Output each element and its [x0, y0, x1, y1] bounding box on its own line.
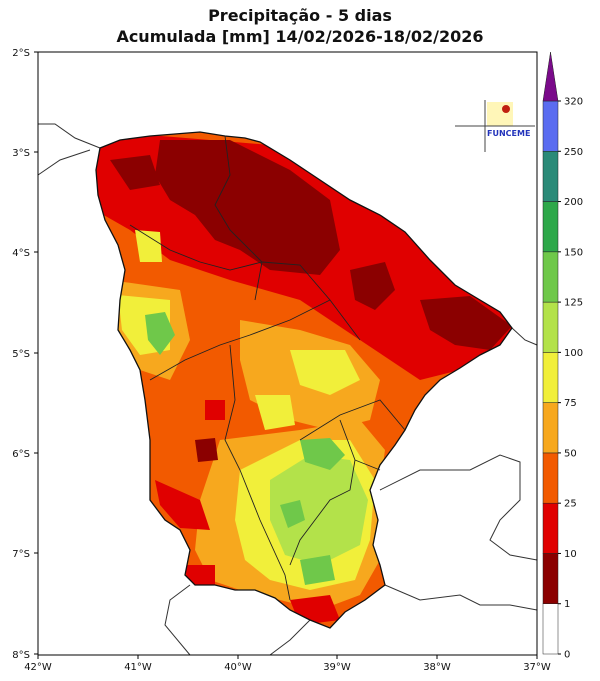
colorbar-segment — [542, 553, 559, 604]
field-spot-dark-1 — [195, 438, 218, 462]
colorbar-tick-label: 250 — [564, 147, 583, 158]
field-zone-125-150-south-1 — [300, 438, 345, 470]
colorbar-segment — [542, 352, 559, 403]
colorbar-extend-arrow — [542, 51, 559, 102]
colorbar-tick-label: 320 — [564, 97, 583, 108]
field-zone-dark-core-3 — [420, 296, 512, 350]
field-zone-dark-core-2 — [350, 262, 395, 310]
colorbar-segment — [542, 603, 559, 655]
field-zone-125-150-south-2 — [280, 500, 305, 528]
lon-tick-label: 37°W — [523, 662, 551, 673]
precipitation-field — [96, 132, 512, 628]
colorbar-segment — [542, 301, 559, 353]
colorbar-segment — [542, 251, 559, 303]
field-zone-100-125-south — [270, 455, 368, 565]
logo-text: FUNCEME — [487, 129, 530, 138]
lon-tick-label: 40°W — [224, 662, 252, 673]
colorbar-tick-label: 1 — [564, 599, 570, 610]
logo-sun-icon — [502, 105, 510, 113]
colorbar-tick-label: 25 — [564, 499, 577, 510]
colorbar-tick-label: 200 — [564, 197, 583, 208]
colorbar-segment — [542, 201, 559, 253]
colorbar-tick-label: 10 — [564, 549, 577, 560]
colorbar-segment — [542, 151, 559, 202]
latitude-axis: 2°S 3°S 4°S 5°S 6°S 7°S 8°S — [12, 48, 38, 661]
field-zone-75-100-central — [290, 350, 360, 395]
field-zone-75-100-nw — [135, 230, 162, 262]
lon-tick-label: 39°W — [323, 662, 351, 673]
colorbar-segment — [542, 402, 559, 454]
map-title-line-1: Precipitação - 5 dias — [208, 6, 392, 25]
field-zone-dark-core-4 — [110, 155, 160, 190]
colorbar-tick-label: 125 — [564, 298, 583, 309]
longitude-axis: 42°W 41°W 40°W 39°W 38°W 37°W — [24, 655, 551, 673]
lat-tick-label: 2°S — [12, 48, 30, 59]
colorbar-tick-label: 75 — [564, 398, 577, 409]
colorbar-tick-label: 50 — [564, 448, 577, 459]
lat-tick-label: 4°S — [12, 248, 30, 259]
field-zone-75-100-central-south — [255, 395, 295, 430]
internal-region-borders — [129, 135, 406, 601]
colorbar-tick-label: 150 — [564, 247, 583, 258]
field-spot-red-1 — [205, 400, 225, 420]
colorbar-segment — [542, 100, 559, 152]
colorbar: 0 1 10 25 50 75 100 125 150 200 250 320 — [542, 51, 583, 661]
ceara-state-outline — [95, 131, 513, 629]
colorbar-tick-label: 100 — [564, 348, 583, 359]
lat-tick-label: 7°S — [12, 549, 30, 560]
field-spot-red-2 — [155, 480, 210, 530]
logo-sun-square — [487, 102, 513, 126]
lon-tick-label: 41°W — [124, 662, 152, 673]
lon-tick-label: 42°W — [24, 662, 52, 673]
lat-tick-label: 6°S — [12, 449, 30, 460]
field-zone-125-150-west — [145, 312, 175, 355]
lat-tick-label: 5°S — [12, 349, 30, 360]
field-zone-dark-core-1 — [155, 140, 340, 275]
lon-tick-label: 38°W — [423, 662, 451, 673]
lat-tick-label: 3°S — [12, 148, 30, 159]
map-title-line-2: Acumulada [mm] 14/02/2026-18/02/2026 — [116, 27, 484, 46]
field-zone-125-150-south-3 — [300, 555, 335, 585]
lat-tick-label: 8°S — [12, 650, 30, 661]
neighbor-state-borders — [37, 123, 538, 656]
colorbar-tick-label: 0 — [564, 650, 570, 661]
colorbar-segment — [542, 502, 559, 554]
funceme-logo: FUNCEME — [455, 100, 535, 152]
colorbar-segment — [542, 452, 559, 504]
